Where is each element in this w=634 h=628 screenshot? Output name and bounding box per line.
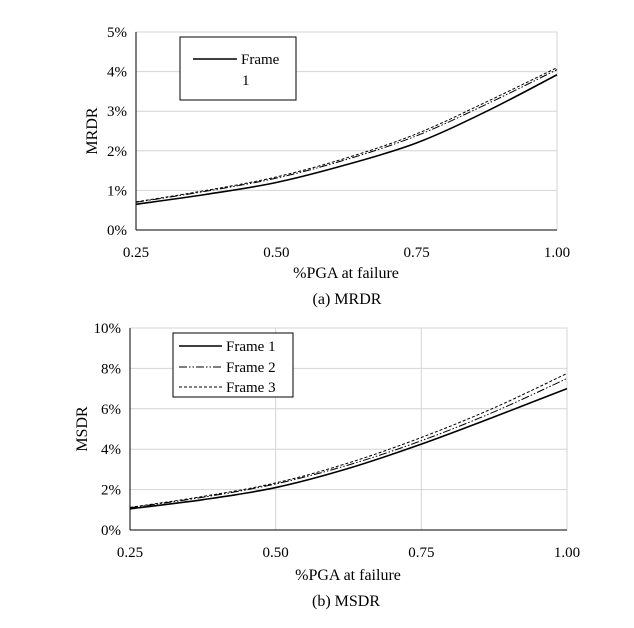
x-axis-label-msdr: %PGA at failure	[295, 567, 401, 584]
legend-label-frame-2-msdr: Frame 2	[226, 360, 276, 376]
y-tick-label-mrdr: 0%	[107, 223, 127, 239]
caption-mrdr: (a) MRDR	[313, 291, 382, 308]
x-tick-label-mrdr: 0.75	[404, 245, 430, 261]
series-group-mrdr	[135, 67, 558, 206]
y-axis-label-mrdr: MRDR	[84, 107, 101, 154]
axes-mrdr	[135, 32, 557, 231]
series-line-frame-1-mrdr	[135, 74, 558, 206]
x-tick-label-msdr: 0.75	[408, 545, 434, 561]
legend-label-one-mrdr: 1	[242, 73, 250, 89]
tick-labels-mrdr: 0% 1% 2% 3% 4% 5% 0.25 0.50 0.75 1.00	[107, 25, 570, 261]
y-tick-label-msdr: 6%	[101, 402, 121, 418]
y-tick-label-msdr: 0%	[101, 523, 121, 539]
series-line-frame-2-mrdr	[135, 69, 558, 203]
legend-label-frame-3-msdr: Frame 3	[226, 380, 276, 396]
legend-msdr: Frame 1 Frame 2 Frame 3	[172, 332, 294, 398]
x-tick-label-msdr: 0.50	[263, 545, 289, 561]
legend-label-frame-mrdr: Frame	[241, 52, 280, 68]
series-group-msdr	[129, 372, 568, 510]
legend-box-mrdr	[179, 36, 297, 101]
legend-label-frame-1-msdr: Frame 1	[226, 339, 276, 355]
y-tick-label-msdr: 4%	[101, 442, 121, 458]
x-tick-label-msdr: 1.00	[554, 545, 580, 561]
y-tick-label-msdr: 2%	[101, 483, 121, 499]
y-tick-label-msdr: 8%	[101, 361, 121, 377]
legend-box-msdr	[172, 332, 294, 398]
tick-labels-msdr: 0% 2% 4% 6% 8% 10% 0.25 0.50 0.75 1.00	[94, 321, 581, 561]
y-axis-label-msdr: MSDR	[74, 406, 91, 452]
y-tick-label-mrdr: 3%	[107, 104, 127, 120]
legend-mrdr: Frame 1	[179, 36, 297, 101]
axes-msdr	[129, 328, 567, 531]
y-tick-label-mrdr: 2%	[107, 144, 127, 160]
x-tick-label-mrdr: 0.25	[123, 245, 149, 261]
y-tick-label-mrdr: 1%	[107, 183, 127, 199]
caption-msdr: (b) MSDR	[312, 593, 380, 610]
x-axis-label-mrdr: %PGA at failure	[293, 265, 399, 282]
y-tick-label-msdr: 10%	[94, 321, 122, 337]
x-tick-label-msdr: 0.25	[117, 545, 143, 561]
chart-mrdr: 0% 1% 2% 3% 4% 5% 0.25 0.50 0.75 1.00 MRDR %PGA a…	[84, 25, 570, 308]
y-tick-label-mrdr: 5%	[107, 25, 127, 41]
x-tick-label-mrdr: 1.00	[544, 245, 570, 261]
x-tick-label-mrdr: 0.50	[263, 245, 289, 261]
series-line-frame-1-msdr	[129, 387, 568, 510]
series-line-frame-3-mrdr	[135, 67, 558, 203]
series-line-frame-2-msdr	[129, 378, 568, 509]
chart-msdr: 0% 2% 4% 6% 8% 10% 0.25 0.50 0.75 1.00 MSDR %PGA …	[74, 321, 580, 610]
y-tick-label-mrdr: 4%	[107, 65, 127, 81]
